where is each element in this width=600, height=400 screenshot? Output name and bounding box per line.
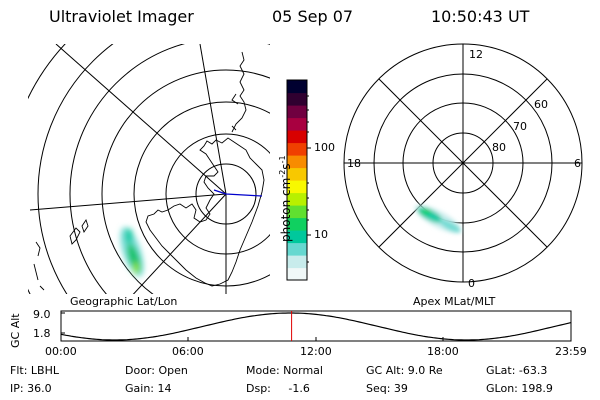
altitude-ytick-high: 9.0 xyxy=(33,308,51,321)
meridian-lines xyxy=(29,44,227,294)
geographic-map xyxy=(28,44,270,294)
door-status: Door: Open xyxy=(125,364,188,377)
colorbar-gradient xyxy=(287,80,307,281)
mlt-label-12: 12 xyxy=(469,48,483,61)
colorbar-band xyxy=(287,205,307,219)
colorbar-band xyxy=(287,242,307,256)
aurora-emission-mag xyxy=(414,204,462,234)
gc-alt-status: GC Alt: 9.0 Re xyxy=(366,364,443,377)
colorbar-band xyxy=(287,117,307,131)
altitude-ylabel: GC Alt xyxy=(9,313,22,348)
colorbar-band xyxy=(287,130,307,144)
altitude-xtick-2359: 23:59 xyxy=(555,345,587,358)
glon-status: GLon: 198.9 xyxy=(486,382,553,395)
colorbar-band xyxy=(287,80,307,94)
mlat-label-60: 60 xyxy=(534,98,548,111)
filter-status: Flt: LBHL xyxy=(10,364,59,377)
altitude-ytick-low: 1.8 xyxy=(33,327,51,340)
island-coast xyxy=(33,218,89,291)
colorbar-band xyxy=(287,192,307,206)
colorbar-frame xyxy=(286,79,308,281)
apex-polar-plot xyxy=(343,43,583,283)
colorbar-band xyxy=(287,267,307,281)
colorbar-band xyxy=(287,92,307,106)
seq-status: Seq: 39 xyxy=(366,382,408,395)
geographic-panel-label: Geographic Lat/Lon xyxy=(70,295,178,308)
altitude-y-ticks xyxy=(61,312,65,334)
glat-status: GLat: -63.3 xyxy=(486,364,548,377)
altitude-xtick-1800: 18:00 xyxy=(427,345,459,358)
colorbar-band xyxy=(287,230,307,244)
instrument-title: Ultraviolet Imager xyxy=(49,7,194,26)
altitude-xtick-0600: 06:00 xyxy=(172,345,204,358)
colorbar-band xyxy=(287,217,307,231)
dsp-status: Dsp: -1.6 xyxy=(246,382,310,395)
time-label: 10:50:43 UT xyxy=(431,7,530,26)
mlt-label-0: 0 xyxy=(468,277,475,290)
colorbar-label-10: 10 xyxy=(314,228,328,241)
colorbar-band xyxy=(287,167,307,181)
colorbar-band xyxy=(287,255,307,269)
date-label: 05 Sep 07 xyxy=(272,7,354,26)
mlt-label-18: 18 xyxy=(347,157,361,170)
mlt-label-6: 6 xyxy=(574,157,581,170)
colorbar-band xyxy=(287,142,307,156)
colorbar-band xyxy=(287,180,307,194)
colorbar-label-100: 100 xyxy=(314,141,335,154)
colorbar-unit: photon cm-2s-1 xyxy=(278,155,293,242)
colorbar xyxy=(286,79,311,281)
colorbar-minor-ticks xyxy=(307,95,309,263)
mode-status: Mode: Normal xyxy=(246,364,323,377)
gain-status: Gain: 14 xyxy=(125,382,172,395)
colorbar-band xyxy=(287,105,307,119)
mlat-label-70: 70 xyxy=(513,120,527,133)
altitude-curve xyxy=(60,312,572,341)
ip-status: IP: 36.0 xyxy=(10,382,52,395)
altitude-plot xyxy=(60,310,572,342)
polar-diagonal-2 xyxy=(378,78,548,248)
apex-panel-label: Apex MLat/MLT xyxy=(413,295,496,308)
aurora-emission-geo xyxy=(120,227,144,277)
pole-marker xyxy=(213,189,263,197)
altitude-plot-frame xyxy=(60,310,572,342)
altitude-xtick-0000: 00:00 xyxy=(45,345,77,358)
altitude-xtick-1200: 12:00 xyxy=(300,345,332,358)
peninsula-coast xyxy=(231,51,247,133)
mlat-label-80: 80 xyxy=(492,141,506,154)
coastline xyxy=(145,137,265,287)
colorbar-band xyxy=(287,155,307,169)
